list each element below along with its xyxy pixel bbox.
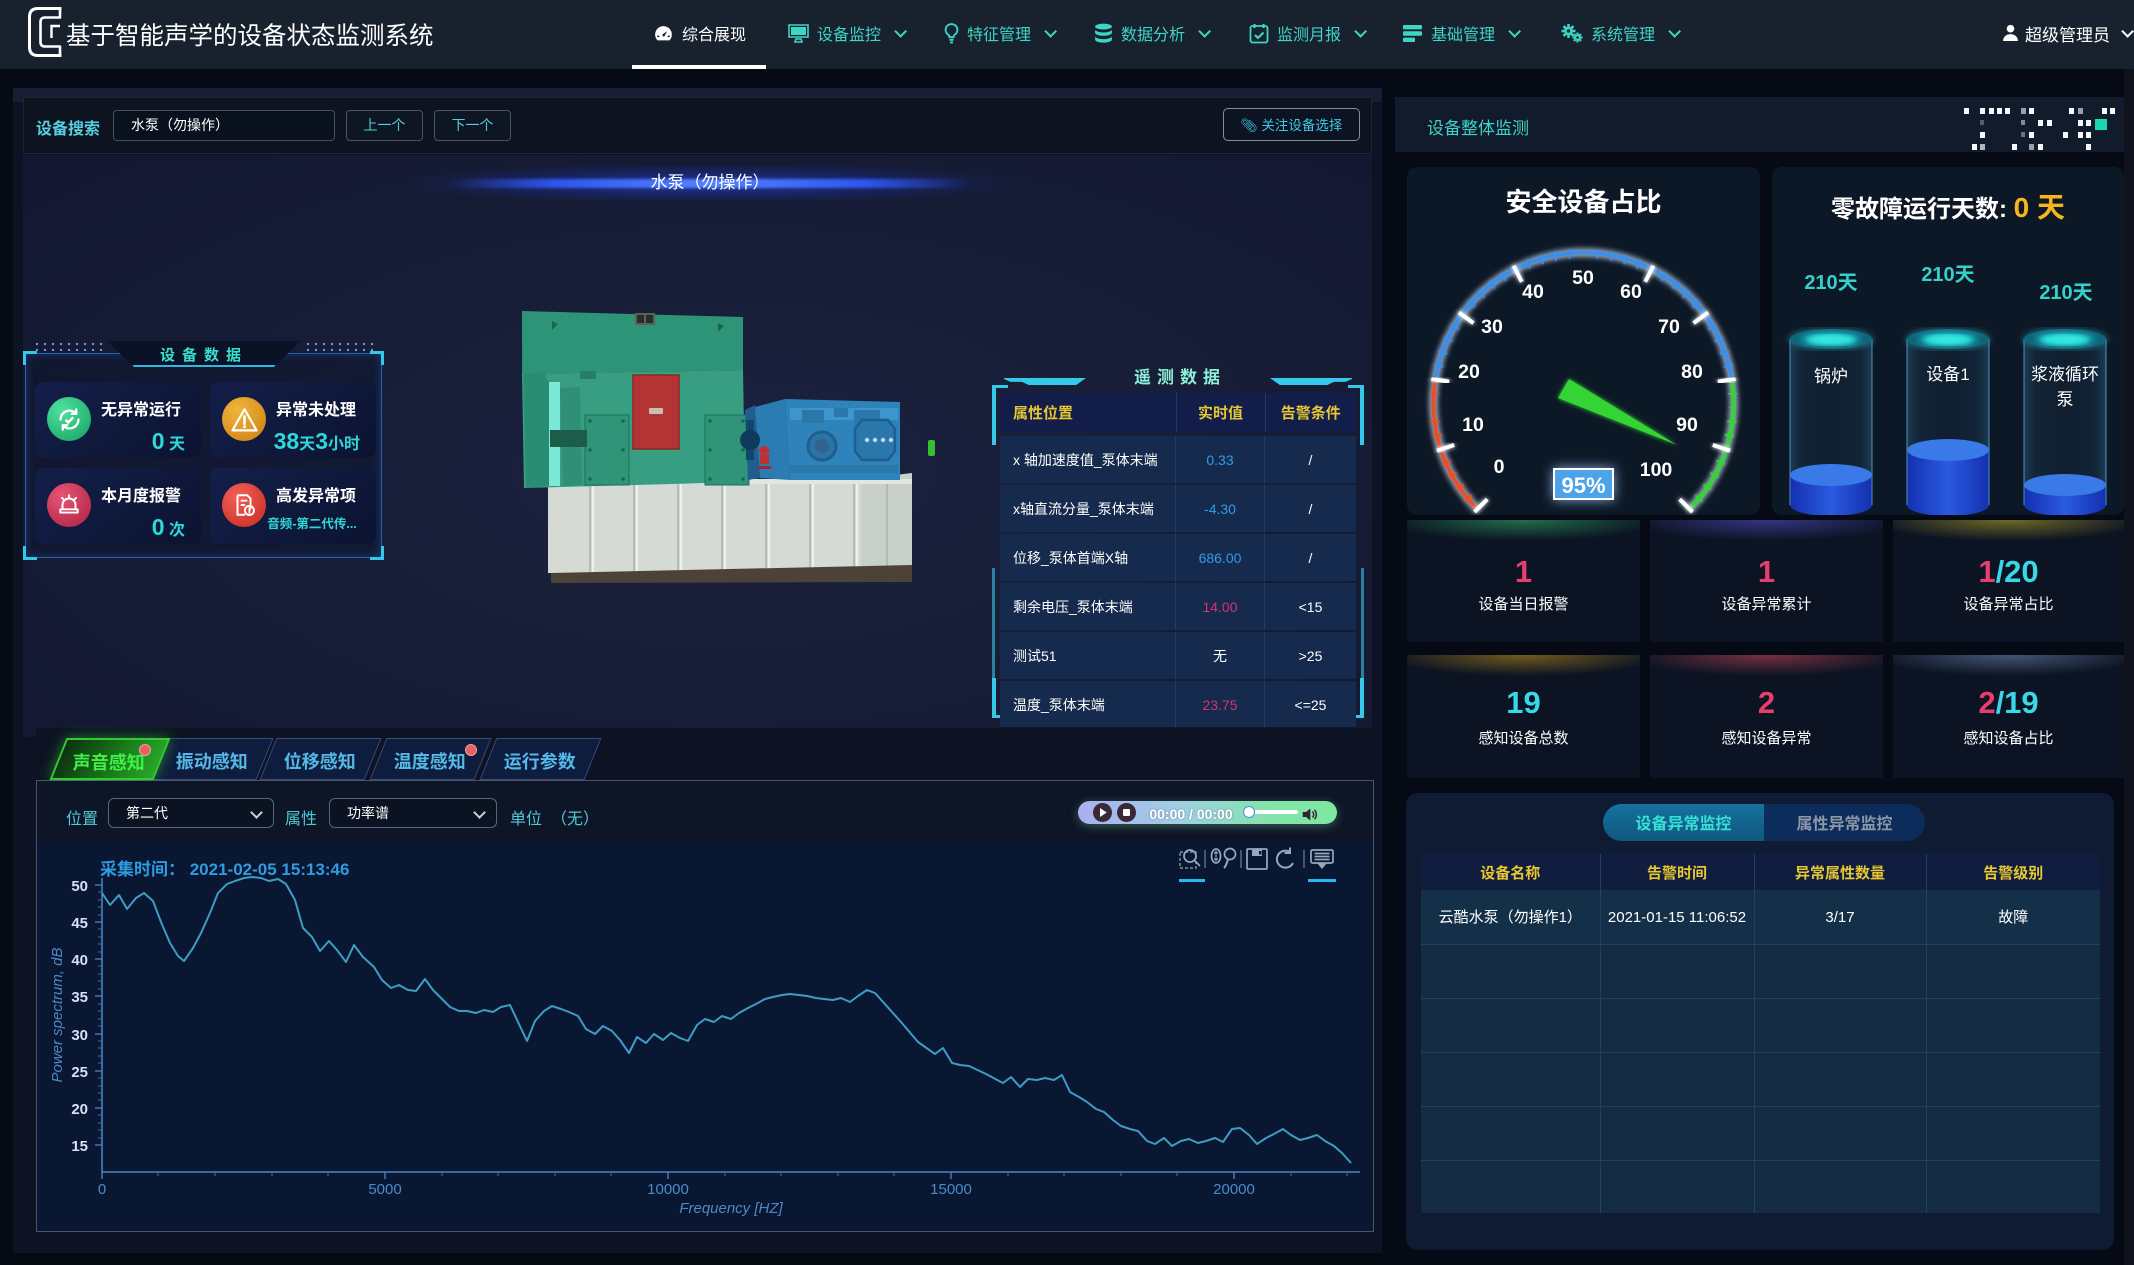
- svg-text:0: 0: [1494, 450, 1505, 479]
- svg-text:80: 80: [1681, 355, 1703, 384]
- svg-text:10000: 10000: [647, 1178, 689, 1199]
- svg-text:10: 10: [1462, 408, 1484, 437]
- svg-text:Power spectrum, dB: Power spectrum, dB: [49, 947, 66, 1082]
- svg-text:60: 60: [1620, 275, 1642, 304]
- svg-text:Frequency [HZ]: Frequency [HZ]: [679, 1200, 783, 1217]
- svg-text:100: 100: [1640, 453, 1673, 482]
- svg-text:30: 30: [1481, 310, 1503, 339]
- svg-text:70: 70: [1658, 310, 1680, 339]
- svg-text:50: 50: [1572, 261, 1594, 290]
- svg-text:20: 20: [71, 1098, 88, 1119]
- svg-text:30: 30: [71, 1024, 88, 1045]
- svg-text:35: 35: [71, 986, 88, 1007]
- svg-text:20: 20: [1458, 355, 1480, 384]
- svg-text:15000: 15000: [930, 1178, 972, 1199]
- svg-text:40: 40: [71, 949, 88, 970]
- svg-text:15: 15: [71, 1135, 88, 1156]
- svg-text:25: 25: [71, 1061, 88, 1082]
- svg-text:50: 50: [71, 875, 88, 896]
- svg-text:0: 0: [98, 1178, 106, 1199]
- svg-text:5000: 5000: [368, 1178, 401, 1199]
- svg-text:40: 40: [1522, 275, 1544, 304]
- svg-text:90: 90: [1676, 408, 1698, 437]
- svg-text:45: 45: [71, 912, 88, 933]
- svg-text:20000: 20000: [1213, 1178, 1255, 1199]
